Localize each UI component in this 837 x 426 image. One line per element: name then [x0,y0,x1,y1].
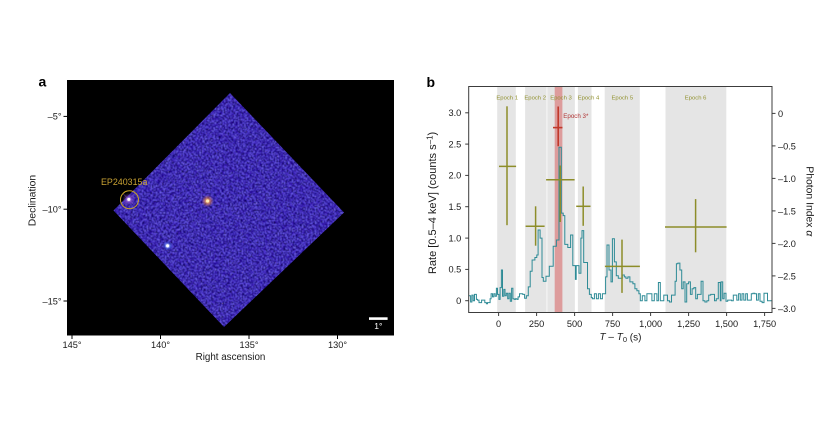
svg-text:–1.5: –1.5 [778,206,796,216]
svg-text:3.0: 3.0 [449,108,462,118]
svg-text:–3.0: –3.0 [778,304,796,314]
svg-text:–10°: –10° [42,205,61,215]
svg-text:–0.5: –0.5 [778,141,796,151]
svg-text:Epoch 1: Epoch 1 [496,96,518,102]
svg-text:0.5: 0.5 [449,265,462,275]
svg-text:130°: 130° [328,340,347,350]
svg-text:–1.0: –1.0 [778,174,796,184]
svg-text:145°: 145° [62,340,81,350]
svg-text:Photon Index α: Photon Index α [804,166,815,237]
svg-text:0: 0 [496,319,501,329]
svg-text:250: 250 [529,319,544,329]
svg-text:140°: 140° [151,340,170,350]
svg-text:1.0: 1.0 [449,233,462,243]
svg-text:1,250: 1,250 [677,319,700,329]
svg-text:0: 0 [456,296,461,306]
svg-text:750: 750 [605,319,620,329]
svg-text:1.5: 1.5 [449,202,462,212]
svg-text:135°: 135° [239,340,258,350]
svg-text:b: b [427,74,436,90]
svg-text:Declination: Declination [28,175,39,227]
svg-text:2.5: 2.5 [449,139,462,149]
svg-text:Epoch 3: Epoch 3 [550,96,572,102]
svg-text:–15°: –15° [42,296,61,306]
svg-text:T – T0 (s): T – T0 (s) [600,332,642,344]
svg-text:1,000: 1,000 [639,319,662,329]
svg-text:500: 500 [567,319,582,329]
svg-text:1°: 1° [374,321,382,331]
svg-text:Epoch 6: Epoch 6 [685,96,707,102]
svg-text:0: 0 [778,109,783,119]
svg-text:1,750: 1,750 [753,319,776,329]
svg-text:–2.0: –2.0 [778,239,796,249]
svg-text:EP240315a: EP240315a [101,177,147,187]
svg-text:2.0: 2.0 [449,171,462,181]
svg-text:–2.5: –2.5 [778,271,796,281]
svg-text:Epoch 3*: Epoch 3* [563,113,589,120]
svg-text:Epoch 4: Epoch 4 [578,96,600,102]
svg-text:1,500: 1,500 [715,319,738,329]
svg-text:Right ascension: Right ascension [196,352,266,363]
svg-text:Rate [0.5–4 keV] (counts s–1): Rate [0.5–4 keV] (counts s–1) [425,132,439,274]
svg-text:–5°: –5° [48,112,62,122]
svg-text:Epoch 2: Epoch 2 [524,96,546,102]
svg-text:a: a [39,73,47,89]
svg-text:Epoch 5: Epoch 5 [611,96,633,102]
